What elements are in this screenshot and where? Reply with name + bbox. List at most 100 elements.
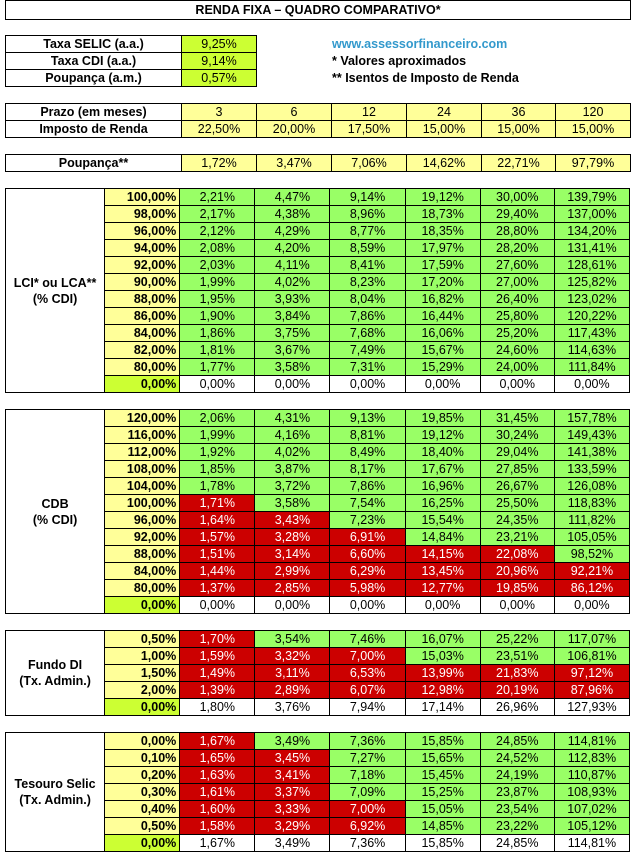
return-cell: 16,44% (404, 307, 481, 325)
return-cell: 107,02% (553, 800, 631, 818)
return-cell: 21,83% (479, 664, 555, 682)
return-cell: 14,85% (404, 817, 481, 835)
return-cell: 7,27% (329, 749, 406, 767)
poupanca-table: Poupança** 1,72% 3,47% 7,06% 14,62% 22,7… (5, 154, 631, 172)
return-cell: 157,78% (553, 409, 631, 427)
rates-table: Taxa SELIC (a.a.) 9,25% Taxa CDI (a.a.) … (5, 35, 257, 87)
website-link[interactable]: www.assessorfinanceiro.com (332, 37, 508, 51)
prazo-cell: 6 (256, 103, 332, 121)
return-cell: 128,61% (553, 256, 631, 274)
rate-row-poupanca: Poupança (a.m.) 0,57% (5, 69, 257, 87)
table-row: 0,00% 1,67% 3,49% 7,36% 15,85% 24,85% 114,81% (6, 834, 631, 852)
return-cell: 127,93% (553, 698, 631, 716)
return-cell: 3,28% (254, 528, 331, 546)
return-cell: 18,40% (404, 443, 481, 461)
table-row: 0,30% 1,61% 3,37% 7,09% 15,25% 23,87% 108,93% (6, 783, 631, 801)
section-label-line: LCI* ou LCA** (13, 275, 97, 290)
table-row: 96,00% 1,64% 3,43% 7,23% 15,54% 24,35% 111,82% (6, 511, 631, 529)
return-cell: 1,51% (179, 545, 256, 563)
return-cell: 133,59% (553, 460, 631, 478)
return-cell: 15,67% (404, 341, 481, 359)
poupanca-cell: 3,47% (256, 154, 332, 172)
return-cell: 9,14% (329, 188, 406, 206)
return-cell: 16,07% (404, 630, 481, 648)
rate-cell: 0,00% (104, 834, 181, 852)
return-cell: 6,60% (329, 545, 406, 563)
table-row: LCI* ou LCA** (% CDI) 100,00% 2,21% 4,47% 9,1… (4, 188, 631, 393)
table-row: 92,00% 2,03% 4,11% 8,41% 17,59% 27,60% 128,61% (6, 256, 631, 274)
table-row: 2,00% 1,39% 2,89% 6,07% 12,98% 20,19% 87,96% (6, 681, 631, 699)
return-cell: 3,32% (254, 647, 331, 665)
poupanca-label: Poupança** (5, 154, 182, 172)
section-label: Fundo DI (Tx. Admin.) (4, 630, 106, 716)
return-cell: 12,77% (404, 579, 481, 597)
rate-cell: 96,00% (104, 222, 181, 240)
table-row: 80,00% 1,37% 2,85% 5,98% 12,77% 19,85% 86,12% (6, 579, 631, 597)
return-cell: 22,08% (479, 545, 555, 563)
return-cell: 8,17% (329, 460, 406, 478)
return-cell: 8,96% (329, 205, 406, 223)
return-cell: 123,02% (553, 290, 631, 308)
return-cell: 4,47% (254, 188, 331, 206)
return-cell: 25,80% (479, 307, 555, 325)
return-cell: 15,85% (404, 834, 481, 852)
return-cell: 8,59% (329, 239, 406, 257)
return-cell: 3,29% (254, 817, 331, 835)
table-row: 0,00% 0,00% 0,00% 0,00% 0,00% 0,00% 0,00% (6, 375, 631, 393)
rate-row-selic: Taxa SELIC (a.a.) 9,25% (5, 35, 257, 53)
return-cell: 1,70% (179, 630, 256, 648)
return-cell: 26,96% (479, 698, 555, 716)
return-cell: 6,53% (329, 664, 406, 682)
return-cell: 3,11% (254, 664, 331, 682)
section-label: LCI* ou LCA** (% CDI) (4, 188, 106, 393)
return-cell: 29,04% (479, 443, 555, 461)
return-cell: 1,61% (179, 783, 256, 801)
rate-cell: 80,00% (104, 579, 181, 597)
rate-value: 0,57% (181, 69, 257, 87)
section-label-line: (Tx. Admin.) (19, 674, 91, 688)
return-cell: 5,98% (329, 579, 406, 597)
return-cell: 114,81% (553, 732, 631, 750)
return-cell: 16,25% (404, 494, 481, 512)
return-cell: 15,54% (404, 511, 481, 529)
rate-cell: 84,00% (104, 324, 181, 342)
return-cell: 1,81% (179, 341, 256, 359)
return-cell: 120,22% (553, 307, 631, 325)
rate-cell: 116,00% (104, 426, 181, 444)
rate-cell: 80,00% (104, 358, 181, 376)
section-table-fundo-di: Fundo DI (Tx. Admin.) 0,50% 1,70% 3,54% 7,46%… (4, 630, 631, 716)
rate-cell: 92,00% (104, 528, 181, 546)
return-cell: 1,58% (179, 817, 256, 835)
return-cell: 25,50% (479, 494, 555, 512)
return-cell: 7,36% (329, 834, 406, 852)
rate-cell: 0,30% (104, 783, 181, 801)
table-row: 1,50% 1,49% 3,11% 6,53% 13,99% 21,83% 97,12% (6, 664, 631, 682)
return-cell: 23,54% (479, 800, 555, 818)
return-cell: 23,51% (479, 647, 555, 665)
prazo-cell: 24 (406, 103, 482, 121)
imposto-cell: 15,00% (481, 120, 556, 138)
return-cell: 92,21% (553, 562, 631, 580)
return-cell: 126,08% (553, 477, 631, 495)
section-label-line: (Tx. Admin.) (19, 793, 91, 807)
rate-cell: 92,00% (104, 256, 181, 274)
return-cell: 98,52% (553, 545, 631, 563)
prazo-cell: 120 (555, 103, 631, 121)
return-cell: 6,29% (329, 562, 406, 580)
return-cell: 3,41% (254, 766, 331, 784)
return-cell: 114,81% (553, 834, 631, 852)
table-row: 100,00% 1,71% 3,58% 7,54% 16,25% 25,50% 118,83… (6, 494, 631, 512)
imposto-cell: 15,00% (406, 120, 482, 138)
return-cell: 2,03% (179, 256, 256, 274)
rate-cell: 88,00% (104, 290, 181, 308)
return-cell: 7,68% (329, 324, 406, 342)
table-row: 84,00% 1,44% 2,99% 6,29% 13,45% 20,96% 92,21% (6, 562, 631, 580)
return-cell: 4,31% (254, 409, 331, 427)
return-cell: 28,20% (479, 239, 555, 257)
return-cell: 105,12% (553, 817, 631, 835)
return-cell: 141,38% (553, 443, 631, 461)
return-cell: 26,40% (479, 290, 555, 308)
return-cell: 14,15% (404, 545, 481, 563)
return-cell: 17,59% (404, 256, 481, 274)
return-cell: 3,49% (254, 732, 331, 750)
